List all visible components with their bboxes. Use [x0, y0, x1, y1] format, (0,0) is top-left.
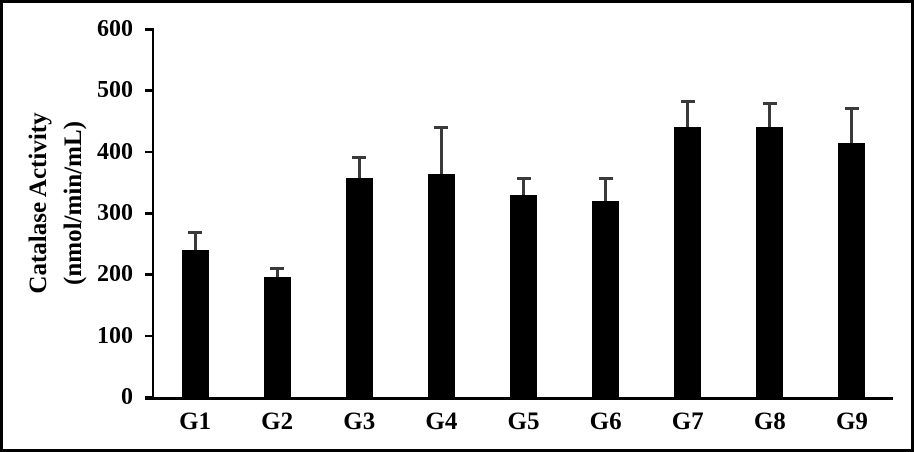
error-bar-stem-g5: [522, 178, 525, 196]
error-bar-cap-g5: [516, 176, 531, 180]
error-bar-cap-g1: [188, 231, 203, 235]
y-tick: [145, 334, 154, 338]
x-tick-label-g1: G1: [179, 408, 212, 435]
y-tick: [145, 89, 154, 92]
y-tick: [145, 212, 154, 215]
x-tick-label-g6: G6: [589, 408, 622, 435]
error-bar-stem-g8: [768, 103, 772, 128]
y-tick: [145, 150, 154, 154]
x-tick-label-g8: G8: [753, 408, 786, 435]
bar-chart: Catalase Activity (nmol/min/mL) 0 100 200 3…: [3, 3, 911, 449]
bar-g7: [674, 126, 702, 397]
x-tick-label-g2: G2: [261, 408, 294, 435]
x-tick-label-g7: G7: [671, 408, 704, 435]
bar-g9: [838, 143, 866, 397]
error-bar-cap-g9: [844, 107, 859, 111]
x-tick-label-g3: G3: [343, 408, 376, 435]
error-bar-cap-g4: [434, 126, 449, 130]
y-tick-label: 100: [97, 322, 133, 349]
error-bar-stem-g2: [275, 268, 279, 277]
y-tick: [145, 396, 154, 399]
y-tick-label: 0: [121, 384, 133, 410]
error-bar-stem-g4: [439, 127, 443, 174]
error-bar-cap-g3: [352, 156, 367, 160]
error-bar-cap-g7: [680, 99, 695, 103]
y-tick: [145, 273, 154, 276]
bar-g5: [510, 195, 537, 397]
bar-g2: [263, 276, 291, 397]
y-tick-label: 600: [97, 16, 133, 42]
y-tick: [145, 28, 154, 31]
bar-g1: [181, 249, 209, 397]
bar-g8: [756, 127, 784, 397]
error-bar-stem-g9: [850, 108, 854, 144]
y-tick-label: 500: [97, 77, 133, 104]
x-tick-label-g5: G5: [507, 408, 540, 435]
error-bar-stem-g7: [686, 101, 690, 127]
y-tick-label: 400: [97, 138, 133, 165]
bar-g4: [427, 173, 455, 397]
y-tick-label: 300: [97, 200, 133, 226]
x-tick-label-g4: G4: [425, 408, 458, 435]
error-bar-cap-g6: [598, 176, 613, 180]
error-bar-stem-g1: [193, 232, 197, 250]
y-tick-label: 200: [97, 261, 133, 288]
error-bar-stem-g6: [604, 178, 608, 201]
x-axis-line: [145, 397, 893, 400]
error-bar-cap-g2: [270, 267, 285, 271]
error-bar-cap-g8: [762, 102, 777, 106]
y-axis-title-line1: Catalase Activity: [25, 112, 52, 294]
bar-g6: [592, 200, 620, 397]
error-bar-stem-g3: [357, 157, 361, 179]
bar-g3: [345, 178, 373, 397]
x-tick-label-g9: G9: [835, 408, 868, 435]
